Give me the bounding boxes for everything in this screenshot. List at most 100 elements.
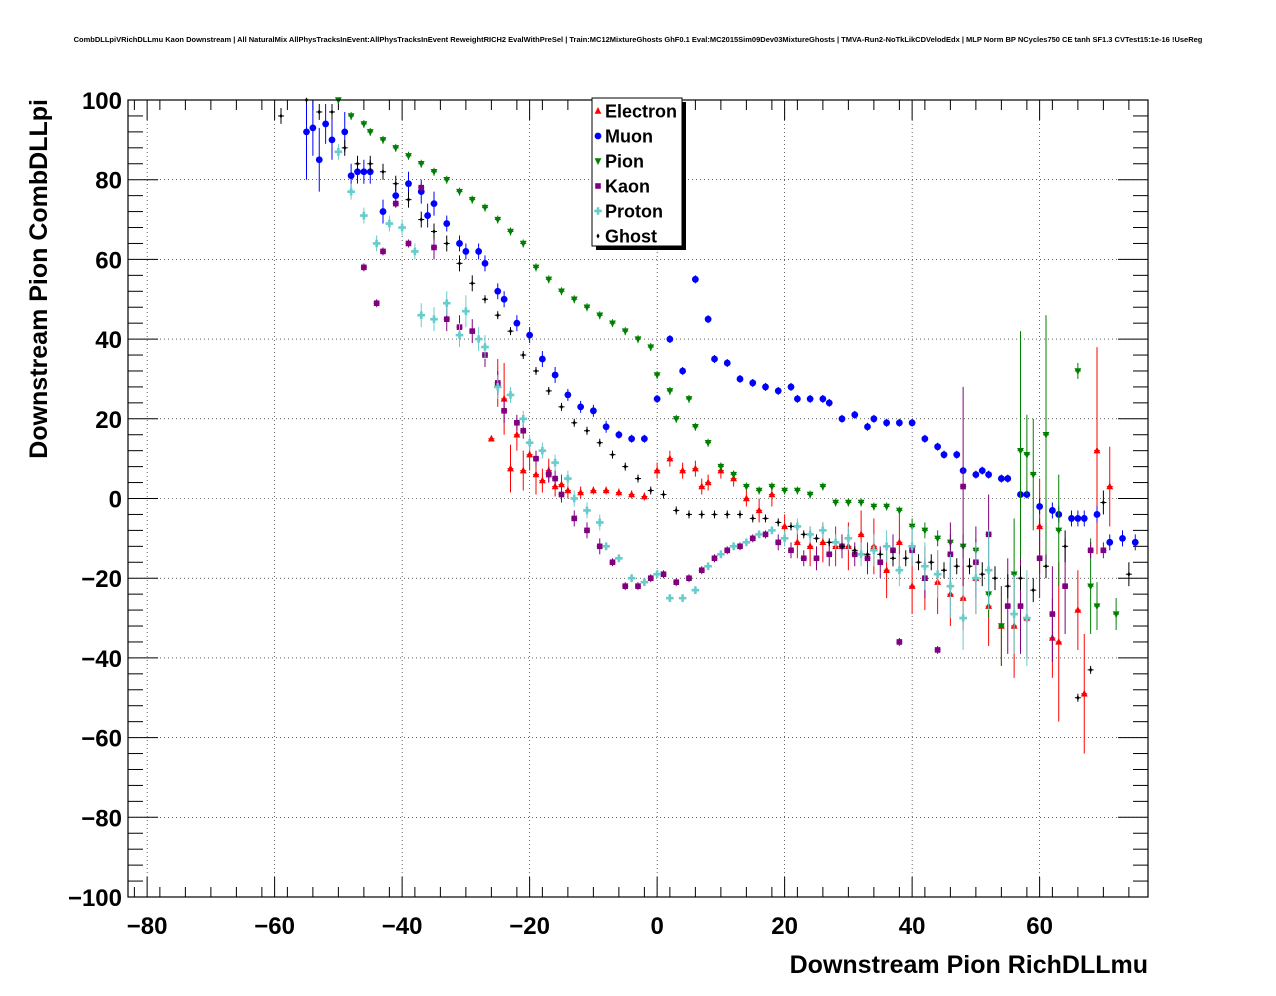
data-point-proton — [493, 383, 502, 391]
series-muon — [303, 100, 1139, 551]
data-point-muon — [666, 335, 674, 343]
data-point-proton — [780, 534, 789, 543]
data-point-muon — [825, 399, 833, 407]
data-point-muon — [806, 395, 814, 403]
data-point-muon — [934, 443, 942, 451]
data-point-ghost — [355, 161, 360, 167]
data-point-pion — [1017, 447, 1024, 455]
data-point-kaon — [469, 328, 476, 334]
x-tick-label: 20 — [771, 913, 798, 940]
data-point-pion — [806, 491, 814, 499]
data-point-ghost — [1076, 695, 1080, 701]
data-point-muon — [443, 220, 451, 227]
data-point-pion — [1055, 527, 1063, 535]
data-point-ghost — [406, 197, 411, 203]
data-point-kaon — [749, 535, 756, 542]
data-point-muon — [513, 319, 521, 327]
data-point-pion — [405, 153, 412, 160]
data-point-pion — [653, 372, 661, 379]
data-point-electron — [1093, 446, 1101, 454]
data-point-pion — [883, 503, 891, 511]
data-point-kaon — [877, 559, 884, 566]
data-point-muon — [481, 259, 489, 267]
data-point-proton — [570, 494, 579, 503]
data-point-proton — [729, 542, 738, 551]
data-point-kaon — [514, 419, 520, 426]
data-point-proton — [372, 239, 381, 248]
data-point-ghost — [547, 388, 551, 394]
data-point-electron — [519, 466, 527, 474]
data-point-ghost — [865, 551, 870, 557]
data-point-muon — [679, 367, 687, 375]
data-point-proton — [640, 578, 649, 586]
data-point-proton — [768, 526, 776, 535]
data-point-proton — [882, 542, 891, 551]
data-point-proton — [455, 331, 464, 339]
data-point-electron — [577, 488, 585, 496]
data-point-pion — [347, 113, 355, 120]
data-point-muon — [723, 359, 731, 367]
data-point-muon — [538, 355, 546, 363]
data-point-proton — [895, 566, 904, 575]
chart-title: CombDLLpiVRichDLLmu Kaon Downstream | Al… — [74, 35, 1203, 44]
data-point-ghost — [712, 511, 717, 518]
data-point-kaon — [552, 475, 558, 482]
data-point-ghost — [763, 515, 768, 522]
data-point-muon — [895, 419, 903, 427]
data-point-muon — [838, 415, 846, 423]
data-point-electron — [768, 490, 776, 498]
data-point-muon — [430, 200, 438, 208]
y-tick-label: 80 — [95, 168, 122, 195]
data-point-electron — [857, 530, 865, 538]
data-point-proton — [347, 187, 355, 196]
data-point-proton — [793, 522, 802, 531]
data-point-ghost — [432, 228, 436, 235]
data-point-muon — [366, 168, 374, 176]
data-point-electron — [908, 582, 916, 589]
data-point-proton — [411, 247, 419, 256]
data-point-ghost — [483, 296, 487, 302]
data-point-electron — [704, 478, 712, 486]
data-point-kaon — [405, 240, 412, 247]
series-pion — [334, 97, 1120, 666]
data-point-kaon — [762, 531, 769, 538]
data-point-kaon — [431, 244, 437, 251]
data-point-proton — [870, 546, 878, 555]
data-point-pion — [1112, 611, 1120, 619]
data-point-electron — [698, 482, 706, 490]
y-axis-label: Downstream Pion CombDLLpi — [25, 99, 53, 459]
data-point-electron — [507, 464, 514, 472]
data-point-proton — [959, 614, 967, 622]
data-point-kaon — [1062, 583, 1068, 589]
data-point-kaon — [380, 248, 386, 255]
data-point-proton — [462, 307, 470, 316]
legend-marker-ghost — [596, 233, 600, 239]
data-point-proton — [360, 211, 368, 220]
data-point-muon — [360, 168, 368, 176]
data-point-pion — [691, 424, 699, 431]
data-point-pion — [468, 196, 476, 204]
data-point-kaon — [934, 647, 941, 653]
data-point-electron — [558, 480, 565, 488]
data-point-pion — [634, 336, 642, 344]
data-point-ghost — [534, 368, 538, 374]
data-point-electron — [487, 434, 495, 442]
data-point-electron — [679, 466, 687, 474]
data-point-pion — [507, 228, 514, 236]
data-point-muon — [602, 423, 610, 431]
data-point-ghost — [330, 109, 334, 115]
legend-label-electron: Electron — [605, 102, 677, 122]
data-point-proton — [819, 526, 827, 535]
data-point-pion — [379, 137, 387, 144]
data-point-ghost — [394, 181, 398, 187]
data-point-pion — [742, 483, 750, 491]
data-point-kaon — [1017, 603, 1024, 609]
data-point-ghost — [279, 113, 283, 119]
data-point-proton — [551, 458, 559, 467]
data-point-pion — [430, 169, 438, 176]
data-point-kaon — [960, 483, 966, 490]
data-point-muon — [883, 419, 891, 427]
data-point-muon — [303, 128, 310, 136]
data-point-proton — [506, 391, 515, 399]
data-point-ghost — [725, 511, 729, 518]
